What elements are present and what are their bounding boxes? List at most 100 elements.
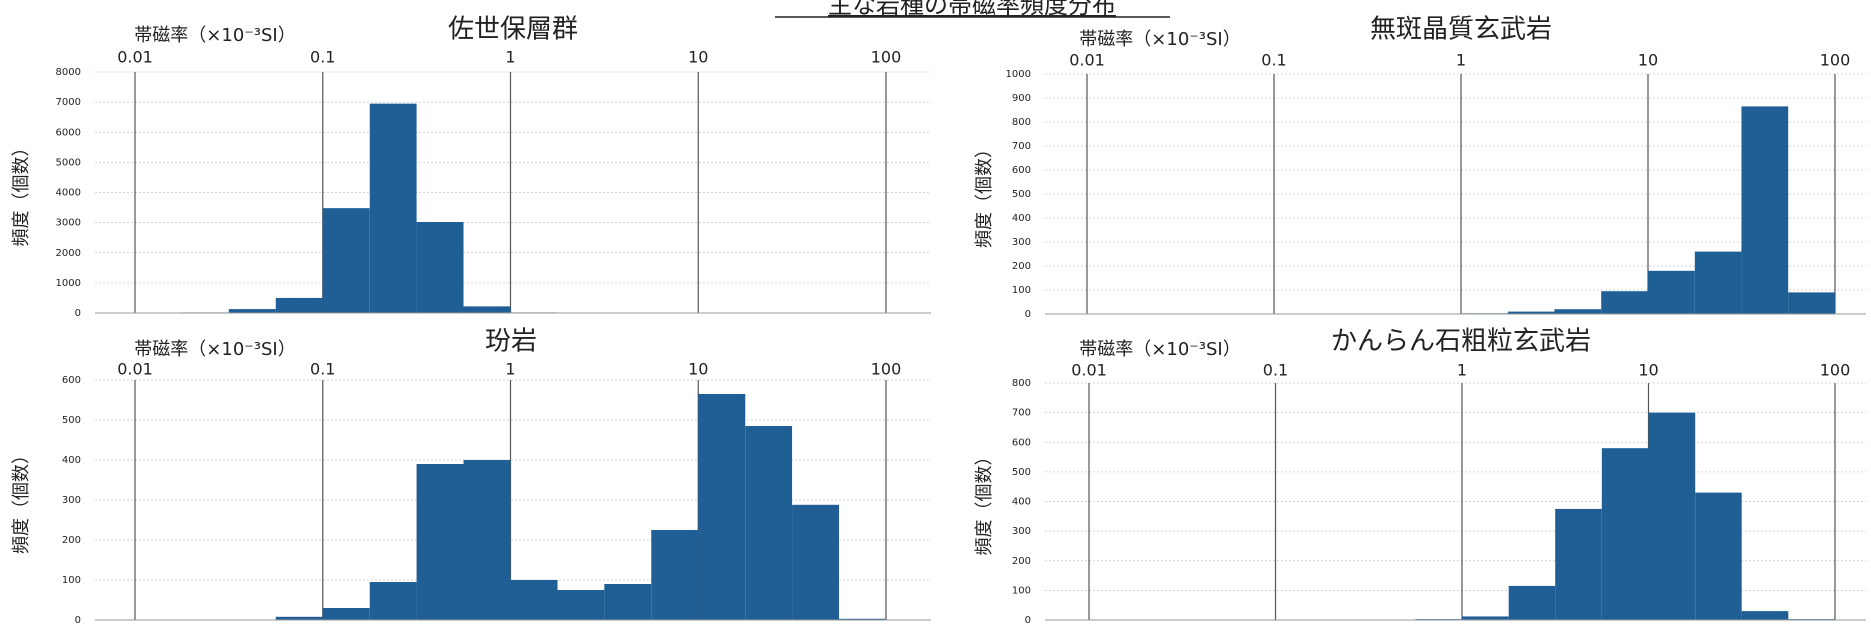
- y-tick-label: 500: [62, 415, 81, 426]
- histogram-bar: [1741, 611, 1789, 620]
- y-tick-label: 500: [1012, 189, 1031, 200]
- histogram-bar: [275, 297, 323, 313]
- y-tick-label: 7000: [56, 97, 81, 108]
- histogram-bar: [1694, 251, 1742, 314]
- y-axis-label: 頻度（個数）: [11, 139, 32, 247]
- x-axis-label: 帯磁率（×10⁻³SI）: [1079, 29, 1240, 50]
- histogram-bar: [322, 608, 370, 620]
- histogram-bar: [228, 309, 276, 313]
- histogram-bar: [745, 426, 793, 620]
- x-tick-label: 0.1: [310, 360, 335, 379]
- x-tick-label: 10: [1638, 361, 1658, 380]
- x-tick-label: 0.01: [117, 360, 153, 379]
- x-tick-label: 10: [688, 48, 708, 67]
- y-tick-label: 4000: [56, 188, 81, 199]
- y-tick-label: 200: [1012, 556, 1031, 567]
- histogram-bar: [1554, 309, 1602, 314]
- y-tick-label: 800: [1012, 117, 1031, 128]
- y-tick-label: 100: [62, 575, 81, 586]
- x-tick-label: 0.1: [1261, 51, 1286, 70]
- y-tick-label: 400: [1012, 213, 1031, 224]
- y-tick-label: 3000: [56, 218, 81, 229]
- x-tick-label: 0.1: [310, 48, 335, 67]
- y-tick-label: 8000: [56, 67, 81, 78]
- histogram-bar: [792, 504, 840, 620]
- y-tick-label: 300: [62, 495, 81, 506]
- chart-title: かんらん石粗粒玄武岩: [1331, 327, 1591, 357]
- histogram-bar: [1695, 492, 1742, 620]
- histogram-bar: [416, 222, 464, 313]
- histogram-bar: [557, 590, 605, 620]
- y-axis-label: 頻度（個数）: [974, 448, 995, 556]
- y-tick-label: 200: [1012, 261, 1031, 272]
- y-tick-label: 800: [1012, 378, 1031, 389]
- y-tick-label: 1000: [56, 278, 81, 289]
- histogram-bar: [1507, 311, 1555, 314]
- histogram-bar: [1788, 292, 1835, 314]
- y-tick-label: 700: [1012, 141, 1031, 152]
- histogram-bar: [416, 464, 464, 620]
- x-axis-label: 帯磁率（×10⁻³SI）: [134, 25, 295, 46]
- x-tick-label: 0.01: [1069, 51, 1105, 70]
- x-tick-label: 100: [1820, 51, 1851, 70]
- chart: 無斑晶質玄武岩 帯磁率（×10⁻³SI） 頻度（個数） 0 100 200 300 400 50…: [974, 15, 1866, 320]
- y-tick-label: 0: [75, 615, 81, 624]
- histogram-bar: [1555, 508, 1602, 620]
- histogram-bar: [839, 618, 886, 620]
- y-tick-label: 200: [62, 535, 81, 546]
- histogram-bar: [1601, 291, 1648, 314]
- y-tick-label: 600: [62, 375, 81, 386]
- x-tick-label: 10: [688, 360, 708, 379]
- histogram-bar: [369, 103, 417, 313]
- x-tick-label: 100: [871, 48, 902, 67]
- y-tick-label: 900: [1012, 93, 1031, 104]
- histogram-bar: [1508, 585, 1556, 620]
- histogram-bar: [1648, 412, 1696, 620]
- chart: かんらん石粗粒玄武岩 帯磁率（×10⁻³SI） 頻度（個数） 0 100 200 300 40…: [974, 327, 1866, 624]
- x-tick-label: 1: [1456, 51, 1466, 70]
- y-tick-label: 0: [75, 308, 81, 319]
- y-tick-label: 300: [1012, 237, 1031, 248]
- x-tick-label: 1: [505, 360, 515, 379]
- x-tick-label: 0.01: [1071, 361, 1107, 380]
- histogram-bar: [698, 394, 746, 620]
- y-tick-label: 600: [1012, 165, 1031, 176]
- y-tick-label: 6000: [56, 127, 81, 138]
- histogram-bar: [510, 580, 558, 620]
- x-tick-label: 100: [871, 360, 902, 379]
- histogram-bar: [463, 460, 511, 620]
- y-tick-label: 400: [1012, 497, 1031, 508]
- y-tick-label: 400: [62, 455, 81, 466]
- histogram-bar: [1741, 106, 1789, 315]
- chart-title: 無斑晶質玄武岩: [1370, 15, 1552, 45]
- y-tick-label: 600: [1012, 437, 1031, 448]
- histogram-bar: [1648, 270, 1695, 314]
- histogram-bar: [463, 306, 511, 313]
- histogram-bar: [322, 208, 370, 313]
- x-tick-label: 1: [1457, 361, 1467, 380]
- x-axis-label: 帯磁率（×10⁻³SI）: [134, 339, 295, 360]
- y-tick-label: 0: [1025, 309, 1031, 320]
- y-tick-label: 300: [1012, 526, 1031, 537]
- x-tick-label: 1: [505, 48, 515, 67]
- x-tick-label: 0.01: [117, 48, 153, 67]
- y-tick-label: 1000: [1006, 69, 1031, 80]
- y-tick-label: 100: [1012, 285, 1031, 296]
- chart: 佐世保層群 帯磁率（×10⁻³SI） 頻度（個数） 0 1000 2000 3000 4000…: [11, 15, 931, 319]
- y-tick-label: 0: [1025, 615, 1031, 624]
- chart: 玢岩 帯磁率（×10⁻³SI） 頻度（個数） 0 100 200 300 400 500 600 0…: [11, 327, 931, 624]
- y-tick-label: 500: [1012, 467, 1031, 478]
- histogram-bar: [604, 584, 652, 620]
- page-title: 主な岩種の帯磁率頻度分布: [828, 0, 1116, 19]
- y-axis-label: 頻度（個数）: [11, 446, 32, 554]
- y-tick-label: 100: [1012, 585, 1031, 596]
- histogram-bar: [651, 530, 699, 620]
- y-tick-label: 5000: [56, 157, 81, 168]
- x-tick-label: 0.1: [1263, 361, 1288, 380]
- histogram-bar: [1601, 448, 1649, 620]
- chart-title: 佐世保層群: [448, 15, 578, 45]
- x-axis-label: 帯磁率（×10⁻³SI）: [1079, 339, 1240, 360]
- chart-title: 玢岩: [485, 327, 537, 357]
- y-tick-label: 2000: [56, 248, 81, 259]
